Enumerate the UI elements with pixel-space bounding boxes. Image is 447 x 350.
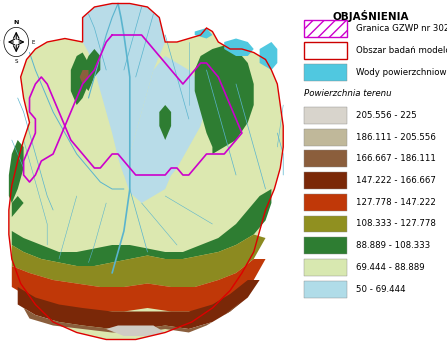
Polygon shape — [12, 259, 266, 312]
Polygon shape — [195, 28, 212, 38]
Polygon shape — [24, 301, 242, 332]
Polygon shape — [83, 49, 100, 91]
Polygon shape — [159, 105, 171, 140]
Text: 166.667 - 186.111: 166.667 - 186.111 — [356, 154, 436, 163]
Bar — [304, 216, 347, 232]
Text: 147.222 - 166.667: 147.222 - 166.667 — [356, 176, 436, 185]
Polygon shape — [83, 4, 165, 175]
Text: Obszar badań modelowych: Obszar badań modelowych — [356, 46, 447, 55]
Bar — [304, 64, 347, 80]
Polygon shape — [18, 280, 260, 329]
Text: 69.444 - 88.889: 69.444 - 88.889 — [356, 263, 425, 272]
Polygon shape — [80, 70, 89, 84]
Bar — [304, 150, 347, 167]
Polygon shape — [71, 52, 89, 105]
Text: E: E — [32, 40, 35, 44]
Bar — [304, 194, 347, 211]
Text: 50 - 69.444: 50 - 69.444 — [356, 285, 405, 294]
Bar — [304, 42, 347, 59]
Text: 88.889 - 108.333: 88.889 - 108.333 — [356, 241, 430, 250]
Polygon shape — [224, 38, 254, 56]
Polygon shape — [12, 189, 271, 266]
Text: Powierzchnia terenu: Powierzchnia terenu — [304, 89, 392, 98]
Text: 108.333 - 127.778: 108.333 - 127.778 — [356, 219, 436, 229]
Bar — [304, 20, 347, 37]
Polygon shape — [260, 42, 277, 70]
Text: Wody powierzchniowe: Wody powierzchniowe — [356, 68, 447, 77]
Bar — [304, 237, 347, 254]
Text: 127.778 - 147.222: 127.778 - 147.222 — [356, 198, 436, 207]
Polygon shape — [9, 4, 283, 340]
Polygon shape — [106, 326, 165, 336]
Polygon shape — [9, 140, 24, 203]
Polygon shape — [124, 56, 207, 189]
Polygon shape — [12, 196, 24, 217]
Bar — [304, 172, 347, 189]
Text: Granica GZWP nr 302: Granica GZWP nr 302 — [356, 24, 447, 33]
Bar — [304, 129, 347, 146]
Bar — [304, 107, 347, 124]
Polygon shape — [0, 0, 295, 350]
Circle shape — [4, 27, 29, 57]
Bar — [304, 281, 347, 297]
Bar — [304, 259, 347, 276]
Polygon shape — [195, 46, 254, 154]
Text: S: S — [14, 59, 18, 64]
Polygon shape — [12, 234, 266, 287]
Text: OBJAŚNIENIA: OBJAŚNIENIA — [333, 10, 409, 22]
Text: 186.111 - 205.556: 186.111 - 205.556 — [356, 133, 436, 142]
Bar — [304, 20, 347, 37]
Text: N: N — [13, 20, 19, 25]
Polygon shape — [118, 154, 177, 203]
Text: 205.556 - 225: 205.556 - 225 — [356, 111, 417, 120]
